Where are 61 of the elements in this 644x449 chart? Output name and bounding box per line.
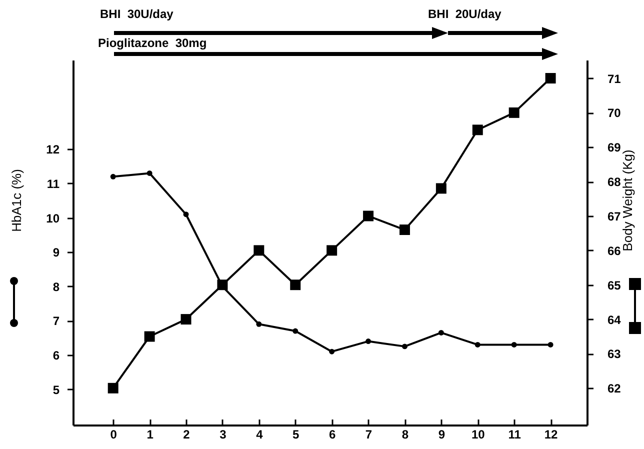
y2-tick-label: 66 [608, 244, 622, 258]
x-tick-label: 2 [183, 428, 190, 442]
y2-axis-title: Body Weight (Kg) [620, 150, 635, 252]
y2-tick-label: 67 [608, 209, 622, 224]
point [366, 338, 372, 344]
point [146, 170, 152, 176]
x-tick-label: 7 [365, 428, 372, 442]
point [183, 212, 189, 218]
y-tick-label: 8 [52, 280, 60, 294]
point [438, 330, 444, 336]
point [363, 210, 374, 222]
y-tick-label: 11 [46, 176, 60, 191]
x-tick-label: 1 [146, 428, 154, 442]
x-tick-label: 3 [220, 428, 227, 442]
point [180, 314, 192, 325]
point [472, 124, 483, 136]
point [511, 342, 517, 348]
x-tick-label: 11 [508, 428, 522, 442]
point [254, 245, 264, 256]
point [292, 328, 298, 334]
y-tick-label: 12 [46, 142, 60, 157]
point [256, 321, 262, 327]
x-tick-label: 0 [110, 428, 118, 442]
y-tick-label: 9 [52, 246, 60, 260]
x-tick-label: 5 [292, 428, 300, 442]
x-tick-label: 12 [544, 428, 558, 442]
text: Pioglitazone 30mg [98, 36, 207, 50]
point [217, 280, 228, 290]
x-tick-label: 9 [438, 428, 446, 442]
y2-tick-label: 65 [608, 278, 622, 292]
y-axis-title: HbA1c (%) [9, 169, 24, 232]
x-tick-label: 8 [402, 428, 409, 442]
y-tick-label: 5 [52, 382, 60, 397]
point [108, 382, 118, 394]
y2-tick-label: 69 [608, 140, 622, 155]
point [144, 331, 155, 342]
point [548, 342, 554, 348]
y-tick-label: 6 [52, 348, 60, 363]
y-tick-label: 7 [52, 314, 60, 328]
point [436, 183, 446, 194]
x-tick-label: 10 [471, 428, 486, 442]
point [474, 342, 480, 348]
y2-tick-label: 63 [608, 347, 622, 362]
y2-tick-label: 62 [608, 382, 622, 396]
point [290, 280, 301, 290]
point [508, 107, 520, 118]
point [402, 344, 408, 350]
y2-tick-label: 71 [608, 72, 622, 86]
point [326, 245, 338, 256]
point [110, 174, 116, 180]
text: BHI 30U/day [100, 7, 174, 21]
x-tick-label: 6 [328, 428, 336, 442]
y2-tick-label: 70 [608, 106, 622, 120]
x-tick-label: 4 [256, 428, 264, 442]
y-tick-label: 10 [46, 211, 60, 226]
text: BHI 20U/day [428, 7, 502, 21]
y2-tick-label: 64 [608, 312, 622, 327]
point [545, 73, 556, 84]
point [399, 224, 410, 236]
y2-tick-label: 68 [608, 175, 622, 190]
point [329, 348, 335, 354]
